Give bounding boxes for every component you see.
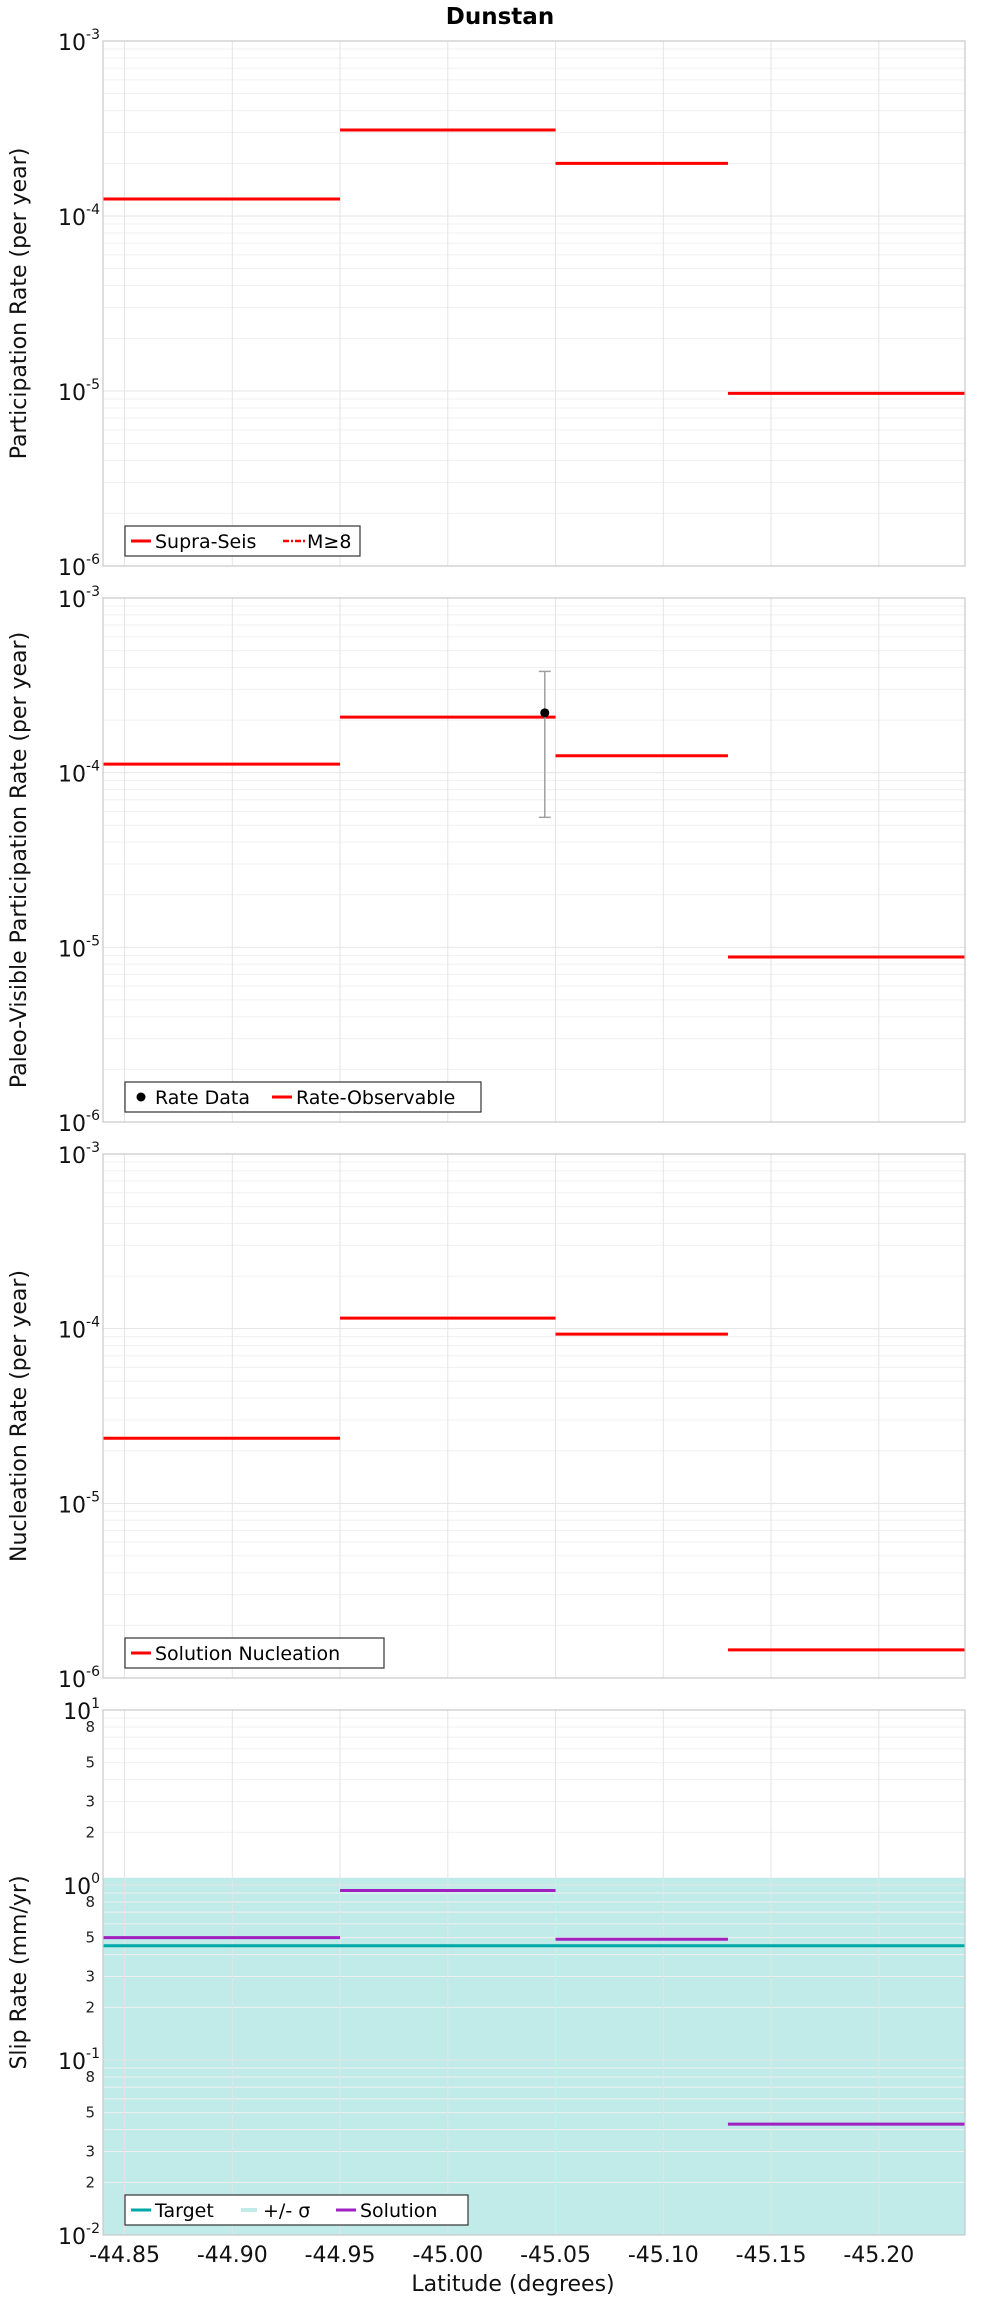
- plot-frame: [102, 40, 966, 567]
- legend-box: [124, 525, 361, 557]
- y-minor-tick-label: 8: [85, 2068, 95, 2086]
- y-minor-tick-label: 5: [85, 1929, 95, 1947]
- y-tick-label: 10-3: [58, 27, 100, 56]
- legend: Supra-Seis M≥8: [124, 525, 361, 557]
- panel-3: 10-3 10-4 10-5 10-6 Nucleation Rate (per yea…: [7, 1140, 966, 1693]
- legend-label: +/- σ: [263, 2200, 310, 2222]
- y-minor-tick-label: 2: [85, 1998, 95, 2016]
- legend: Solution Nucleation: [124, 1637, 385, 1669]
- legend-box: [124, 2194, 469, 2226]
- y-tick-label: 10-4: [58, 202, 100, 231]
- x-tick-label: -45.05: [520, 2243, 591, 2268]
- grid: [103, 1710, 965, 2236]
- y-axis-title: Participation Rate (per year): [7, 148, 32, 460]
- plot-frame: [102, 1153, 966, 1679]
- x-tick-label: -45.10: [628, 2243, 699, 2268]
- grid: [103, 41, 965, 567]
- y-tick-label: 10-4: [58, 1315, 100, 1344]
- y-tick-label: 10-3: [58, 584, 100, 613]
- y-tick-label: 100: [63, 1871, 100, 1900]
- panel-1: 10-3 10-4 10-5 10-6 Participation Rate (per …: [7, 27, 966, 581]
- panel-4: 101 100 10-1 10-2 8 5 3 2 8 5 3 2 8 5 3 2 Slip Rate (mm/…: [7, 1696, 966, 2250]
- y-minor-tick-label: 8: [85, 1718, 95, 1736]
- y-tick-label: 10-3: [58, 1140, 100, 1169]
- y-minor-tick-label: 3: [85, 1793, 95, 1811]
- legend-label: M≥8: [307, 531, 351, 553]
- legend-label: Rate-Observable: [296, 1087, 455, 1109]
- x-tick-label: -44.85: [89, 2243, 160, 2268]
- plot-frame: [102, 597, 966, 1123]
- y-minor-tick-label: 2: [85, 2173, 95, 2191]
- legend-label: Solution: [360, 2200, 437, 2222]
- y-minor-tick-label: 5: [85, 2104, 95, 2122]
- y-tick-label: 101: [63, 1696, 100, 1725]
- legend-label: Supra-Seis: [155, 531, 256, 553]
- y-axis-title: Slip Rate (mm/yr): [7, 1875, 32, 2069]
- x-axis-title: Latitude (degrees): [411, 2272, 614, 2297]
- x-tick-label: -45.15: [736, 2243, 807, 2268]
- x-tick-label: -44.90: [197, 2243, 268, 2268]
- y-tick-label: 10-6: [58, 552, 100, 581]
- legend-marker-rate-data: [136, 1092, 146, 1102]
- rate-data-point: [540, 708, 550, 718]
- legend: Rate Data Rate-Observable: [124, 1081, 482, 1113]
- y-minor-tick-label: 3: [85, 1968, 95, 1986]
- y-tick-label: 10-2: [58, 2221, 100, 2250]
- x-tick-label: -45.00: [412, 2243, 483, 2268]
- legend-box: [124, 1637, 385, 1669]
- legend-label: Rate Data: [155, 1087, 250, 1109]
- y-minor-tick-label: 8: [85, 1893, 95, 1911]
- y-minor-tick-label: 5: [85, 1754, 95, 1772]
- y-tick-label: 10-5: [58, 1489, 100, 1518]
- x-tick-label: -45.20: [843, 2243, 914, 2268]
- plot-frame: [102, 1709, 966, 2236]
- y-axis-title: Nucleation Rate (per year): [7, 1270, 32, 1562]
- y-minor-tick-label: 2: [85, 1823, 95, 1841]
- y-tick-label: 10-6: [58, 1108, 100, 1137]
- x-tick-label: -44.95: [305, 2243, 376, 2268]
- y-axis-title: Paleo-Visible Participation Rate (per ye…: [7, 632, 32, 1088]
- legend: Target +/- σ Solution: [124, 2194, 469, 2226]
- chart-title: Dunstan: [446, 4, 554, 30]
- y-tick-label: 10-5: [58, 377, 100, 406]
- y-tick-label: 10-1: [58, 2046, 100, 2075]
- x-axis: -44.85 -44.90 -44.95 -45.00 -45.05 -45.10 -45.…: [89, 2243, 914, 2268]
- y-minor-tick-label: 3: [85, 2143, 95, 2161]
- legend-marker-sigma: [241, 2208, 257, 2212]
- y-tick-label: 10-6: [58, 1664, 100, 1693]
- legend-label: Target: [154, 2200, 214, 2222]
- grid: [103, 598, 965, 1123]
- legend-box: [124, 1081, 482, 1113]
- legend-label: Solution Nucleation: [155, 1643, 340, 1665]
- y-tick-label: 10-5: [58, 933, 100, 962]
- y-tick-label: 10-4: [58, 759, 100, 788]
- panels: 10-3 10-4 10-5 10-6 Participation Rate (per …: [7, 27, 966, 2250]
- panel-2: 10-3 10-4 10-5 10-6 Paleo-Visible Participat…: [7, 584, 966, 1137]
- grid: [103, 1154, 965, 1679]
